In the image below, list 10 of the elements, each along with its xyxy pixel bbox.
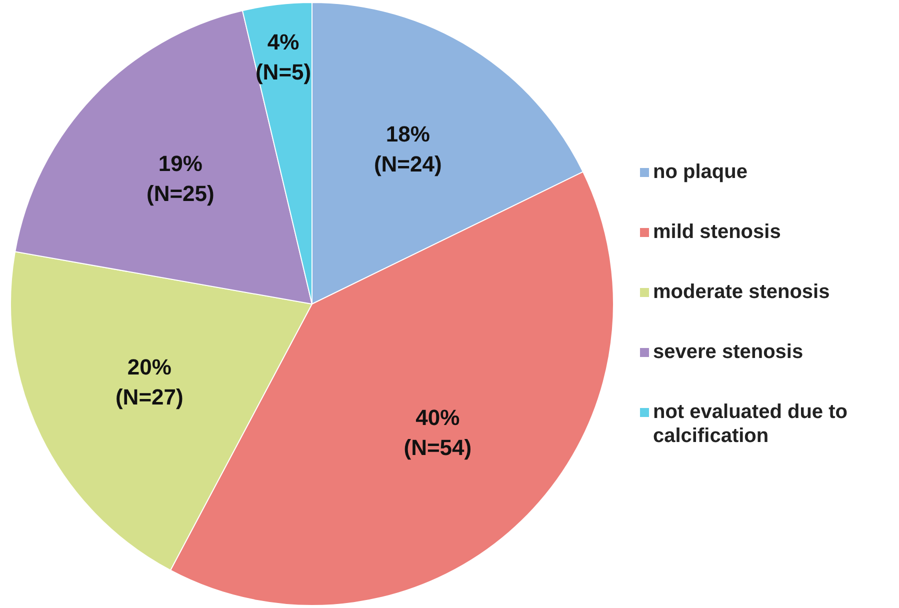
legend-label: moderate stenosis bbox=[653, 280, 830, 304]
legend-label: no plaque bbox=[653, 160, 748, 184]
data-label: 40% (N=54) bbox=[404, 405, 472, 460]
data-label: 4% (N=5) bbox=[255, 30, 312, 85]
data-label: 20% (N=27) bbox=[115, 354, 184, 410]
data-label: 19% (N=25) bbox=[146, 150, 214, 206]
data-label: 18% (N=24) bbox=[374, 122, 442, 177]
legend-label: mild stenosis bbox=[653, 220, 781, 244]
legend-label: not evaluated due to calcification bbox=[653, 400, 848, 448]
legend-label: severe stenosis bbox=[653, 340, 804, 364]
